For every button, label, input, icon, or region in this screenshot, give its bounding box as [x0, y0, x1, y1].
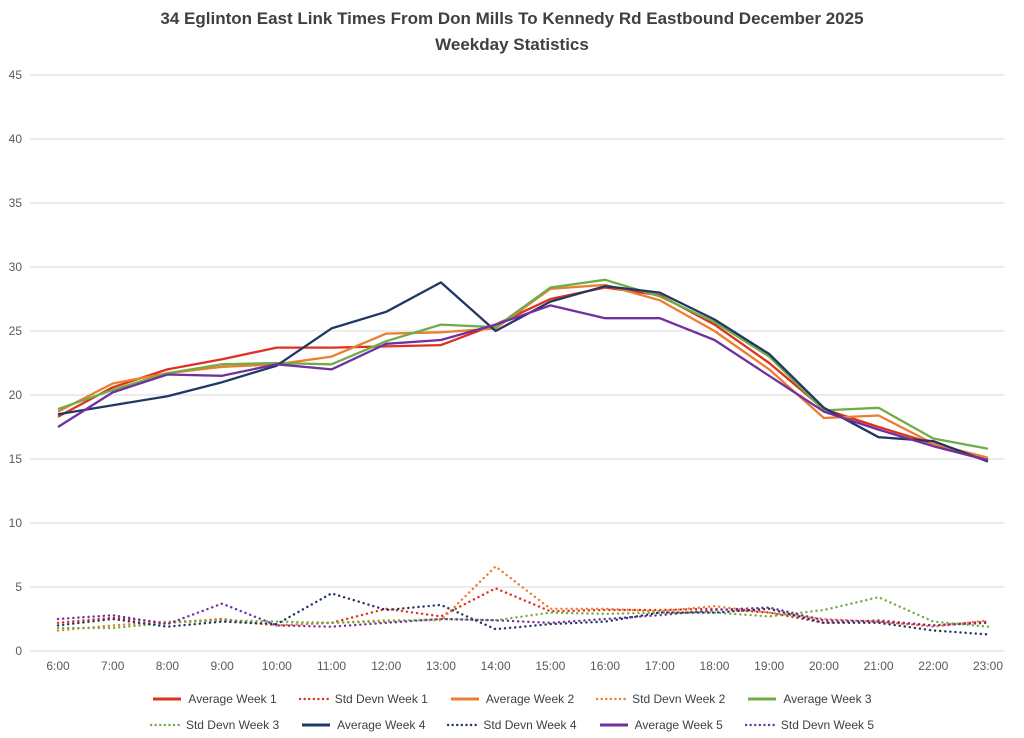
legend-line-sample [153, 697, 182, 701]
y-tick-label: 35 [9, 196, 23, 210]
legend-line-sample [599, 723, 628, 727]
legend-line-sample [748, 697, 777, 701]
x-tick-label: 10:00 [262, 659, 292, 673]
series-line-std-devn-week-4 [56, 592, 990, 636]
x-tick-label: 7:00 [101, 659, 125, 673]
legend-item-average-week-4: Average Week 4 [301, 718, 425, 732]
x-tick-label: 16:00 [590, 659, 620, 673]
x-tick-label: 19:00 [754, 659, 784, 673]
line-chart-plot-area: 0 5 10 15 20 25 30 35 40 45 6:00 7:00 8:00 9:00 10:00 1… [9, 68, 1004, 673]
legend-label: Std Devn Week 2 [632, 692, 726, 706]
x-tick-label: 11:00 [317, 659, 346, 673]
series-line-std-devn-week-5 [56, 602, 990, 628]
legend-row-2: Std Devn Week 3 Average Week 4 Std Devn We… [0, 712, 1024, 738]
legend-item-average-week-5: Average Week 5 [599, 718, 723, 732]
legend-item-std-devn-week-4: Std Devn Week 4 [447, 718, 577, 732]
legend-row-1: Average Week 1 Std Devn Week 1 Average Wee… [0, 686, 1024, 712]
legend-label: Std Devn Week 4 [483, 718, 577, 732]
legend-item-average-week-3: Average Week 3 [747, 692, 872, 706]
legend-item-std-devn-week-2: Std Devn Week 2 [596, 692, 725, 706]
legend-label: Std Devn Week 3 [185, 718, 280, 732]
x-tick-label: 17:00 [645, 659, 675, 673]
chart-title-line2: Weekday Statistics [435, 35, 589, 54]
legend-line-sample [744, 723, 775, 727]
y-tick-label: 5 [15, 580, 22, 594]
y-tick-label: 15 [9, 452, 23, 466]
legend-item-std-devn-week-5: Std Devn Week 5 [744, 718, 875, 732]
legend-label: Std Devn Week 5 [780, 718, 875, 732]
y-tick-label: 20 [9, 388, 23, 402]
legend-line-sample [302, 723, 331, 727]
chart-title-line1: 34 Eglinton East Link Times From Don Mil… [160, 9, 864, 28]
x-tick-label: 23:00 [973, 659, 1003, 673]
x-tick-label: 15:00 [535, 659, 565, 673]
x-tick-label: 22:00 [918, 659, 948, 673]
series-line-average-week-3 [57, 278, 989, 450]
series-line-average-week-5 [57, 304, 989, 462]
series-line-average-week-4 [57, 281, 989, 463]
x-tick-label: 8:00 [156, 659, 180, 673]
series-line-std-devn-week-1 [56, 587, 990, 627]
legend-label: Average Week 5 [634, 718, 723, 732]
chart-title: 34 Eglinton East Link Times From Don Mil… [0, 6, 1024, 58]
legend-line-sample [298, 697, 329, 701]
legend-line-sample [149, 723, 180, 727]
series-line-std-devn-week-2 [56, 565, 990, 632]
x-tick-label: 9:00 [210, 659, 234, 673]
x-tick-label: 18:00 [699, 659, 729, 673]
legend-item-average-week-2: Average Week 2 [450, 692, 574, 706]
x-tick-label: 6:00 [46, 659, 70, 673]
series-line-average-week-1 [57, 286, 989, 461]
legend-item-std-devn-week-1: Std Devn Week 1 [298, 692, 428, 706]
legend-item-average-week-1: Average Week 1 [152, 692, 277, 706]
y-tick-label: 40 [9, 132, 23, 146]
x-tick-label: 12:00 [371, 659, 401, 673]
y-tick-label: 25 [9, 324, 23, 338]
legend-label: Average Week 2 [485, 692, 575, 706]
y-tick-label: 10 [9, 516, 23, 530]
y-tick-label: 45 [9, 68, 23, 82]
legend-label: Average Week 3 [783, 692, 872, 706]
legend-line-sample [447, 723, 478, 727]
chart-legend: Average Week 1 Std Devn Week 1 Average Wee… [0, 686, 1024, 738]
legend-line-sample [596, 697, 627, 701]
y-tick-label: 0 [15, 644, 22, 658]
x-tick-label: 13:00 [426, 659, 456, 673]
legend-line-sample [450, 697, 479, 701]
x-tick-label: 20:00 [809, 659, 839, 673]
legend-label: Average Week 4 [337, 718, 426, 732]
y-tick-label: 30 [9, 260, 23, 274]
legend-label: Std Devn Week 1 [334, 692, 428, 706]
legend-label: Average Week 1 [188, 692, 277, 706]
legend-item-std-devn-week-3: Std Devn Week 3 [149, 718, 280, 732]
x-tick-label: 21:00 [864, 659, 894, 673]
x-tick-label: 14:00 [481, 659, 511, 673]
